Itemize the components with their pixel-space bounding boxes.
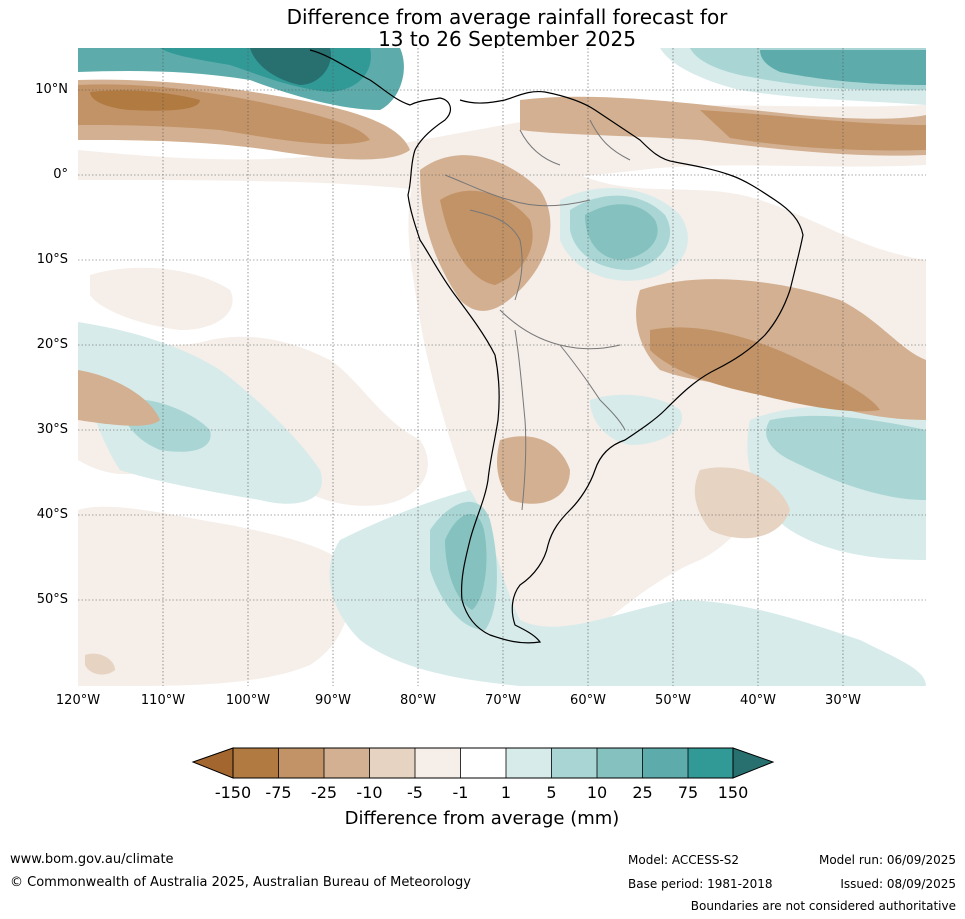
colorbar-segment-above-150	[732, 747, 775, 779]
lat-label-20s: 20°S	[36, 337, 68, 352]
lat-label-equator: 0°	[53, 167, 68, 182]
colorbar-segment-150-75	[233, 748, 279, 778]
lon-label-60w: 60°W	[570, 693, 606, 708]
colorbar-segment-1-5	[506, 748, 552, 778]
colorbar-segment-below-150	[191, 747, 234, 779]
lon-label-30w: 30°W	[825, 693, 861, 708]
colorbar-tick-label: -1	[452, 783, 469, 802]
country-borders	[444, 119, 631, 511]
colorbar-tick-label: 75	[677, 783, 699, 802]
lon-label-40w: 40°W	[740, 693, 776, 708]
lon-label-70w: 70°W	[485, 693, 521, 708]
lon-label-120w: 120°W	[55, 693, 101, 708]
dry-region-argentina	[497, 436, 570, 504]
colorbar-tick-label: 1	[500, 783, 512, 802]
colorbar-tick-label: 150	[717, 783, 749, 802]
coastline	[309, 49, 804, 644]
colorbar-segment-10-5	[369, 748, 415, 778]
colorbar-segment-10-25	[597, 748, 643, 778]
dry-region-north-atlantic-strong	[700, 110, 926, 151]
wet-region-southeast-pacific	[78, 322, 322, 504]
colorbar	[191, 747, 775, 779]
colorbar-title: Difference from average (mm)	[344, 808, 620, 829]
wet-region-east-pacific-max	[250, 48, 331, 85]
dry-region-far-south-pacific	[85, 653, 115, 675]
dry-region-central-brazil-strong	[650, 327, 880, 412]
model-name: Model: ACCESS-S2	[628, 853, 740, 867]
dry-region-continent	[408, 149, 926, 656]
colorbar-tick-label: -5	[407, 783, 423, 802]
colorbar-segment-1-1	[460, 748, 506, 778]
issued-date: Issued: 08/09/2025	[840, 877, 956, 891]
colorbar-tick-label: 5	[546, 783, 557, 802]
colorbar-tick-label: -75	[265, 783, 292, 802]
wet-region-amazon-strong	[585, 204, 658, 260]
lon-label-50w: 50°W	[655, 693, 691, 708]
colorbar-segment-25-10	[324, 748, 370, 778]
dry-region-south-pacific	[78, 506, 350, 686]
lon-label-90w: 90°W	[315, 693, 351, 708]
dry-region-southeast-pacific	[78, 370, 160, 426]
colorbar-tick-label: -10	[356, 783, 383, 802]
colorbar-tick-label: -150	[214, 783, 252, 802]
rainfall-anomaly-field	[78, 48, 926, 686]
lon-label-110w: 110°W	[140, 693, 186, 708]
lat-label-10n: 10°N	[35, 82, 68, 97]
dry-region-south-atlantic-dry	[694, 467, 790, 539]
colorbar-tick-label: 25	[632, 783, 653, 802]
lon-label-100w: 100°W	[225, 693, 271, 708]
boundaries-disclaimer: Boundaries are not considered authoritat…	[690, 899, 956, 913]
graticule	[78, 48, 926, 686]
dry-region-western-amazon-strong	[440, 190, 533, 285]
base-period: Base period: 1981-2018	[628, 877, 773, 891]
dry-region-west-pacific-band	[90, 267, 233, 330]
copyright-text: © Commonwealth of Australia 2025, Austra…	[10, 875, 471, 890]
lat-label-30s: 30°S	[36, 422, 68, 437]
wet-region-patagonia-strong	[445, 513, 487, 610]
lat-label-10s: 10°S	[36, 252, 68, 267]
colorbar-tick-label: 10	[586, 783, 608, 802]
dry-region-tropical-pacific-max	[90, 90, 200, 111]
wet-region-north-atlantic-strong	[760, 50, 926, 85]
colorbar-segment-5-10	[551, 748, 597, 778]
colorbar-segment-25-75	[642, 748, 688, 778]
dry-region-central-brazil	[636, 279, 926, 420]
map-title-line1: Difference from average rainfall forecas…	[286, 5, 728, 29]
wet-region-uruguay	[590, 394, 682, 445]
lat-label-50s: 50°S	[36, 592, 68, 607]
lat-label-40s: 40°S	[36, 507, 68, 522]
wet-region-atlantic-core	[766, 415, 926, 500]
map-title-line2: 13 to 26 September 2025	[378, 27, 636, 51]
website-link[interactable]: www.bom.gov.au/climate	[10, 852, 174, 867]
colorbar-segment-75-150	[688, 748, 733, 778]
colorbar-tick-label: -25	[310, 783, 338, 802]
colorbar-segment-75-25	[278, 748, 324, 778]
lon-label-80w: 80°W	[400, 693, 436, 708]
model-run-date: Model run: 06/09/2025	[818, 853, 956, 867]
colorbar-segment-5-1	[415, 748, 461, 778]
